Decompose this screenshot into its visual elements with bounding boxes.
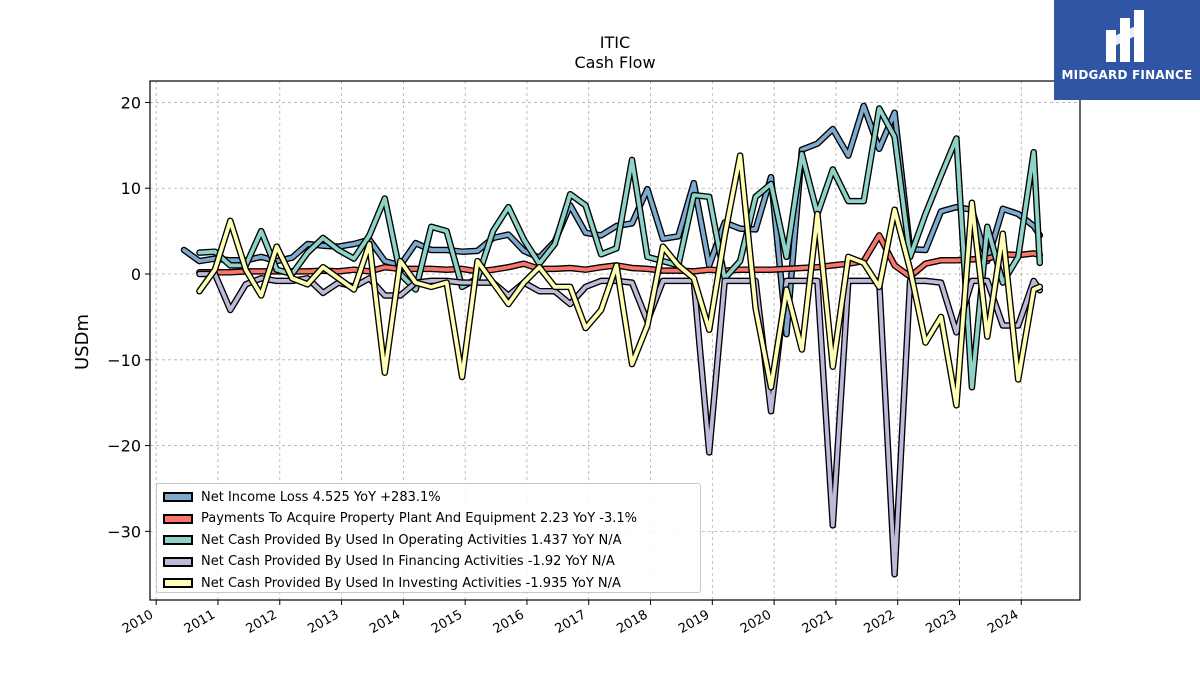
y-tick-label: 0 [131, 265, 141, 284]
chart-title: ITIC [599, 33, 631, 52]
x-tick-label: 2014 [367, 607, 403, 637]
legend-swatch [163, 556, 193, 567]
legend-swatch [163, 578, 193, 588]
x-tick-label: 2022 [862, 607, 898, 637]
legend-item: Net Cash Provided By Used In Investing A… [163, 574, 621, 592]
legend-item: Net Cash Provided By Used In Financing A… [163, 553, 615, 571]
logo-text: MIDGARD FINANCE [1061, 68, 1193, 82]
y-axis-ticks: 20 10 0 −10 −20 −30 [107, 93, 150, 541]
chart-legend: Net Income Loss 4.525 YoY +283.1% Payment… [156, 483, 701, 593]
y-tick-label: −30 [107, 522, 141, 541]
x-tick-label: 2016 [491, 607, 527, 637]
x-axis-ticks: 2010 2011 2012 2013 2014 2015 2016 2017 2018 2019… [120, 600, 1022, 637]
x-tick-label: 2023 [923, 607, 959, 637]
x-tick-label: 2020 [738, 607, 774, 637]
midgard-logo-icon [1106, 10, 1144, 62]
legend-item: Payments To Acquire Property Plant And E… [163, 510, 637, 528]
legend-label: Net Cash Provided By Used In Financing A… [201, 554, 615, 569]
y-tick-label: −10 [107, 351, 141, 370]
legend-item: Net Cash Provided By Used In Operating A… [163, 531, 621, 549]
x-tick-label: 2012 [244, 607, 280, 637]
series-line-1 [197, 233, 1042, 279]
x-tick-label: 2017 [553, 607, 589, 637]
chart-subtitle: Cash Flow [574, 53, 656, 72]
midgard-finance-logo: MIDGARD FINANCE [1054, 0, 1200, 100]
series-lines [180, 102, 1044, 578]
y-tick-label: −20 [107, 437, 141, 456]
legend-swatch [163, 492, 193, 502]
x-tick-label: 2019 [676, 607, 712, 637]
x-tick-label: 2024 [985, 607, 1021, 637]
x-tick-label: 2011 [182, 607, 218, 637]
legend-label: Net Cash Provided By Used In Investing A… [201, 575, 621, 591]
legend-swatch [163, 535, 193, 545]
series-line-4 [197, 153, 1042, 408]
x-tick-label: 2021 [800, 607, 836, 637]
x-tick-label: 2018 [614, 607, 650, 637]
y-tick-label: 20 [121, 93, 141, 112]
x-tick-label: 2010 [120, 607, 156, 637]
x-tick-label: 2013 [305, 607, 341, 637]
plot-frame [149, 80, 1081, 601]
series-line-2 [197, 106, 1042, 390]
legend-item: Net Income Loss 4.525 YoY +283.1% [163, 488, 441, 506]
legend-label: Payments To Acquire Property Plant And E… [201, 511, 638, 526]
legend-label: Net Cash Provided By Used In Operating A… [201, 532, 622, 548]
y-tick-label: 10 [121, 179, 141, 198]
x-tick-label: 2015 [429, 607, 465, 637]
y-axis-label: USDm [72, 314, 93, 370]
legend-swatch [163, 513, 193, 524]
legend-label: Net Income Loss 4.525 YoY +283.1% [201, 489, 441, 505]
